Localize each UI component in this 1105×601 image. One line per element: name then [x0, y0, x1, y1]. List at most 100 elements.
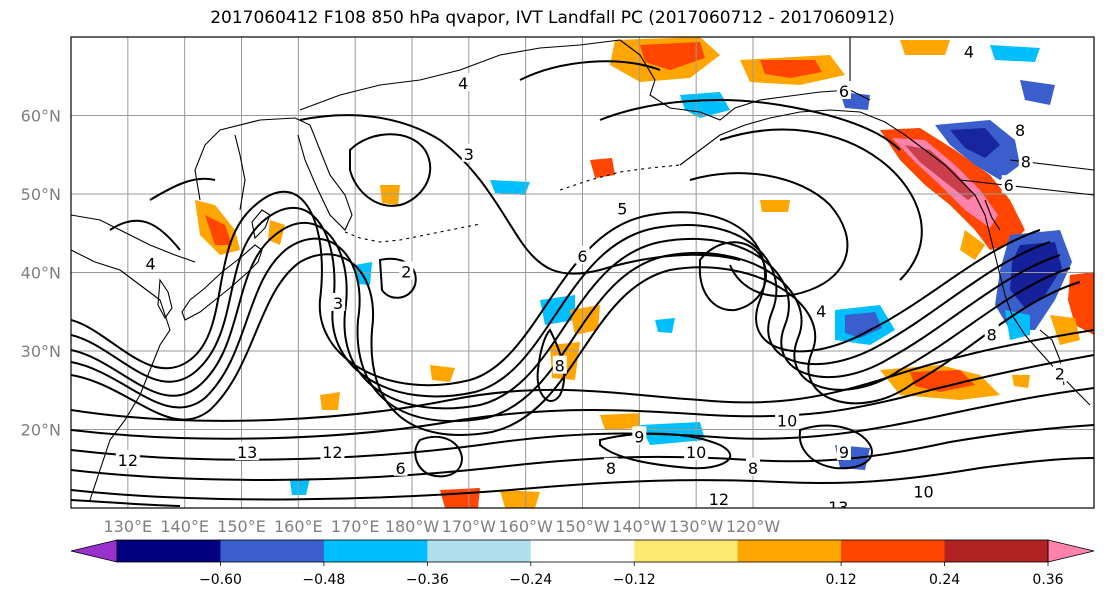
- contour-label: 6: [839, 82, 849, 101]
- colorbar-tick-label: 0.12: [826, 572, 857, 588]
- contour-label-bg: [235, 442, 260, 461]
- colorbar-tick-label: −0.36: [406, 572, 449, 588]
- colorbar-segment: [427, 540, 532, 562]
- lon-tick-label: 150°W: [555, 517, 610, 536]
- plot-title: 2017060412 F108 850 hPa qvapor, IVT Land…: [210, 8, 895, 28]
- contour-label: 12: [118, 451, 138, 470]
- contour-label: 4: [964, 43, 974, 62]
- contour-label-bg: [393, 457, 408, 476]
- contour-label: 10: [686, 443, 706, 462]
- contour-label-bg: [1013, 120, 1028, 139]
- colorbar-tick-label: −0.12: [613, 572, 656, 588]
- map-frame: [70, 36, 1095, 509]
- lon-tick-label: 120°W: [726, 517, 781, 536]
- colorbar-segment: [944, 540, 1049, 562]
- colorbar-segment: [634, 540, 739, 562]
- contour-label: 4: [145, 255, 155, 274]
- contour-label: 8: [555, 357, 565, 376]
- contour-label-bg: [461, 143, 476, 162]
- contour-label-bg: [1052, 363, 1067, 382]
- colorbar: −0.60−0.48−0.36−0.24−0.120.120.240.360.4…: [70, 539, 1095, 588]
- contour-label-bg: [615, 198, 630, 217]
- contour-label-bg: [836, 442, 851, 461]
- colorbar-tick-label: −0.24: [509, 572, 552, 588]
- contour-label: 10: [777, 412, 797, 431]
- contour-label-bg: [836, 80, 851, 99]
- lon-tick-label: 130°E: [104, 517, 153, 536]
- contour-label: 2: [1055, 365, 1065, 384]
- contour-label-bg: [632, 426, 647, 445]
- contour-label: 6: [1004, 176, 1014, 195]
- contour-label: 2: [401, 263, 411, 282]
- colorbar-tick-label: −0.48: [302, 572, 345, 588]
- contour-label: 9: [839, 443, 849, 462]
- latitude-labels: 60°N 50°N 40°N 30°N 20°N: [21, 107, 61, 440]
- contour-label-bg: [1001, 175, 1016, 194]
- lon-tick-label: 160°E: [274, 517, 323, 536]
- contour-label-bg: [746, 457, 760, 476]
- contour-label-bg: [320, 442, 345, 461]
- contour-label: 8: [987, 325, 997, 344]
- contour-label-bg: [399, 261, 414, 280]
- lon-tick-label: 160°W: [498, 517, 553, 536]
- lat-tick-label: 20°N: [21, 421, 61, 440]
- lat-tick-label: 50°N: [21, 185, 61, 204]
- contour-label-bg: [115, 449, 140, 468]
- colorbar-segment: [737, 540, 842, 562]
- contour-label: 5: [617, 200, 627, 219]
- contour-label-bg: [706, 489, 731, 508]
- contour-label: 4: [816, 302, 826, 321]
- colorbar-segment: [841, 540, 946, 562]
- contour-label: 8: [606, 459, 616, 478]
- contour-label: 8: [748, 459, 758, 478]
- colorbar-segment: [117, 540, 221, 562]
- lon-tick-label: 140°W: [612, 517, 667, 536]
- lat-tick-label: 40°N: [21, 264, 61, 283]
- lon-tick-label: 140°E: [160, 517, 209, 536]
- longitude-labels: 130°E 140°E 150°E 160°E 170°E 180°W 170°W 160°W…: [104, 517, 781, 536]
- contour-label-bg: [575, 245, 590, 264]
- contour-label: 6: [577, 247, 587, 266]
- contour-label-bg: [775, 410, 800, 429]
- colorbar-extend-max: [1047, 539, 1095, 563]
- ivt-contours: [71, 60, 1094, 507]
- lon-tick-label: 170°E: [331, 517, 380, 536]
- contour-label-bg: [826, 497, 851, 508]
- contour-label-bg: [603, 457, 618, 476]
- contour-label: 4: [458, 74, 468, 93]
- contour-label: 8: [1015, 121, 1025, 140]
- contour-label-bg: [552, 355, 567, 374]
- contour-label-bg: [143, 253, 158, 272]
- contour-label-bg: [984, 324, 999, 343]
- contour-label: 9: [634, 427, 644, 446]
- lat-tick-label: 60°N: [21, 107, 61, 126]
- contour-label-bg: [961, 41, 976, 60]
- contour-label-bg: [456, 73, 471, 92]
- lon-tick-label: 130°W: [669, 517, 724, 536]
- contour-label: 13: [237, 443, 257, 462]
- contour-label: 8: [1021, 153, 1031, 172]
- lon-tick-label: 180°W: [385, 517, 440, 536]
- colorbar-segment: [530, 540, 635, 562]
- contour-label-bg: [331, 292, 346, 311]
- coastlines: [71, 37, 1094, 501]
- contour-label: 10: [913, 482, 933, 501]
- contour-label: 6: [396, 459, 406, 478]
- colorbar-segment: [220, 540, 325, 562]
- contour-label-bg: [814, 300, 829, 319]
- colorbar-tick-label: −0.60: [199, 572, 242, 588]
- contour-label-bg: [1018, 151, 1033, 170]
- colorbar-tick-label: 0.24: [929, 572, 960, 588]
- contour-label-bg: [684, 442, 709, 461]
- contour-label: 3: [464, 145, 474, 164]
- colorbar-outline: [116, 539, 1049, 563]
- lon-tick-label: 170°W: [442, 517, 497, 536]
- contour-label: 12: [322, 443, 342, 462]
- contour-label-bg: [911, 481, 936, 500]
- colorbar-extend-min: [70, 539, 118, 563]
- contour-label: 12: [709, 490, 729, 509]
- colorbar-segment: [323, 540, 428, 562]
- lon-tick-label: 150°E: [217, 517, 266, 536]
